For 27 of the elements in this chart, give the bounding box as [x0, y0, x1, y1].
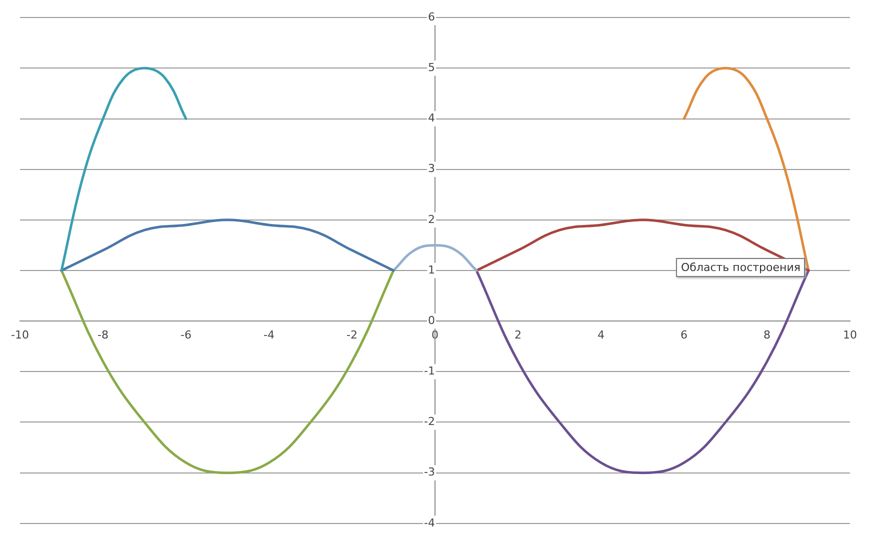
y-tick-label: -3	[424, 466, 435, 479]
y-tick-label: 1	[428, 263, 435, 276]
line-series	[60, 218, 395, 272]
y-tick-label: 6	[428, 10, 435, 24]
y-tick-label: -1	[424, 364, 435, 378]
y-tick-label: 4	[428, 112, 435, 125]
x-tick-label: 4	[597, 328, 604, 342]
y-tick-label: 2	[428, 212, 435, 226]
x-tick-label: -4	[264, 328, 274, 342]
line-series	[475, 218, 810, 272]
x-tick-label: -8	[98, 328, 108, 342]
x-tick-label: -2	[346, 328, 358, 342]
line-series	[60, 269, 395, 474]
x-tick-label: -6	[180, 328, 192, 342]
x-tick-label: 8	[764, 328, 770, 342]
y-tick-label: 5	[428, 61, 435, 74]
y-tick-label: 0	[428, 314, 435, 327]
y-tick-label: 3	[428, 162, 435, 176]
y-tick-label: -4	[424, 516, 435, 530]
x-tick-label: 10	[843, 328, 857, 342]
x-tick-label: 2	[514, 328, 522, 342]
line-series	[60, 66, 188, 272]
y-tick-label: -2	[424, 415, 435, 428]
x-tick-label: 6	[680, 328, 688, 342]
annotation: Область построения	[676, 258, 806, 277]
x-tick-label: -10	[11, 328, 29, 342]
line-series	[682, 66, 810, 272]
